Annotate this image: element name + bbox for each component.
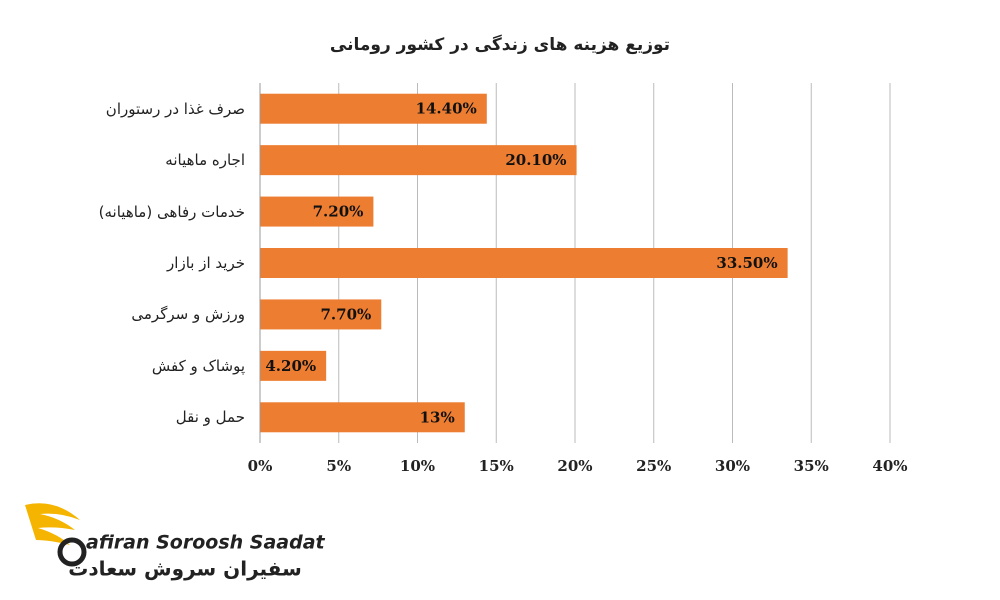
y-tick-label: صرف غذا در رستوران [105,99,245,118]
y-tick-label: اجاره ماهیانه [165,151,245,170]
x-tick-label: 35% [794,457,829,475]
value-label: 14.40% [416,100,477,118]
bar [260,402,465,433]
value-label: 20.10% [505,151,566,169]
y-tick-label: حمل و نقل [175,408,245,427]
value-label: 4.20% [265,357,316,375]
logo-mark [25,503,87,567]
bar [260,93,487,124]
x-tick-label: 10% [400,457,435,475]
bar [260,299,382,330]
bar [260,248,788,278]
y-tick-label: خرید از بازار [167,254,245,272]
x-tick-label: 5% [326,457,351,475]
value-label: 7.70% [320,305,371,323]
value-label: 7.20% [313,203,364,221]
bar [260,196,374,227]
chart-title: توزیع هزینه های زندگی در کشور رومانی [330,34,670,55]
bar [260,145,577,176]
x-tick-label: 20% [557,457,592,475]
logo-name: afiran Soroosh Saadat [86,532,326,554]
x-tick-label: 30% [715,457,750,475]
bar [260,350,327,381]
x-tick-label: 40% [872,457,907,475]
logo-name-fa: سفیران سروش سعادت [68,557,302,581]
x-tick-label: 25% [636,457,671,475]
value-label: 33.50% [716,254,777,272]
value-label: 13% [420,408,455,426]
x-tick-label: 15% [479,457,514,475]
y-tick-label: پوشاک و کفش [151,356,245,375]
x-tick-label: 0% [248,457,273,475]
y-tick-label: خدمات رفاهی (ماهیانه) [98,202,245,221]
y-tick-label: ورزش و سرگرمی [131,305,245,324]
